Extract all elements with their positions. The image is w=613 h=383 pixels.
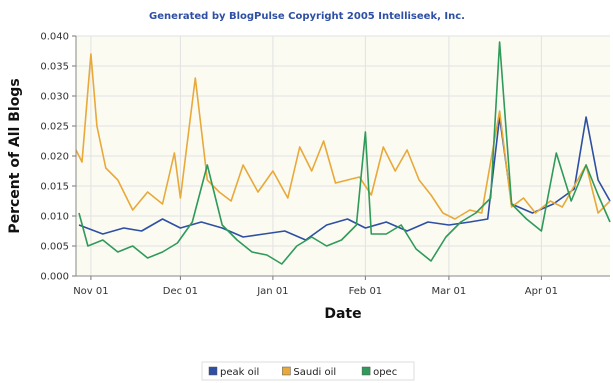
series-line-opec [78, 41, 611, 265]
legend-label-opec: opec [373, 367, 397, 378]
y-axis-title: Percent of All Blogs [7, 78, 23, 233]
x-tick-label: Nov 01 [73, 286, 108, 297]
legend-label-saudi-oil: Saudi oil [293, 367, 336, 378]
x-tick-label: Feb 01 [349, 286, 383, 297]
y-tick-label: 0.010 [40, 212, 69, 223]
chart-title: Generated by BlogPulse Copyright 2005 In… [149, 11, 465, 22]
x-tick-label: Apr 01 [525, 286, 558, 297]
legend: peak oil Saudi oil opec [208, 366, 397, 378]
legend-swatch-opec [361, 366, 371, 376]
grid-lines [76, 35, 610, 277]
y-tick-label: 0.030 [40, 92, 69, 103]
y-tick-label: 0.040 [40, 32, 69, 43]
y-tick-labels: 0.000 0.005 0.010 0.015 0.020 0.025 0.030 0.035… [40, 32, 69, 283]
x-tick-label: Mar 01 [432, 286, 467, 297]
x-tick-labels: Nov 01 Dec 01 Jan 01 Feb 01 Mar 01 Apr 01 [73, 286, 558, 297]
x-axis-title: Date [324, 306, 361, 322]
series-lines [75, 41, 611, 265]
axes [72, 35, 610, 280]
series-line-saudi-oil [75, 53, 611, 220]
x-tick-label: Jan 01 [256, 286, 288, 297]
y-tick-label: 0.005 [40, 242, 69, 253]
y-tick-label: 0.000 [40, 272, 69, 283]
y-tick-label: 0.025 [40, 122, 69, 133]
x-tick-label: Dec 01 [163, 286, 198, 297]
y-tick-label: 0.015 [40, 182, 69, 193]
legend-box [201, 361, 415, 381]
legend-label-peak-oil: peak oil [220, 367, 259, 378]
legend-swatch-peak-oil [208, 366, 218, 376]
legend-swatch-saudi-oil [282, 366, 291, 376]
y-tick-label: 0.020 [40, 152, 69, 163]
y-tick-label: 0.035 [40, 62, 69, 73]
